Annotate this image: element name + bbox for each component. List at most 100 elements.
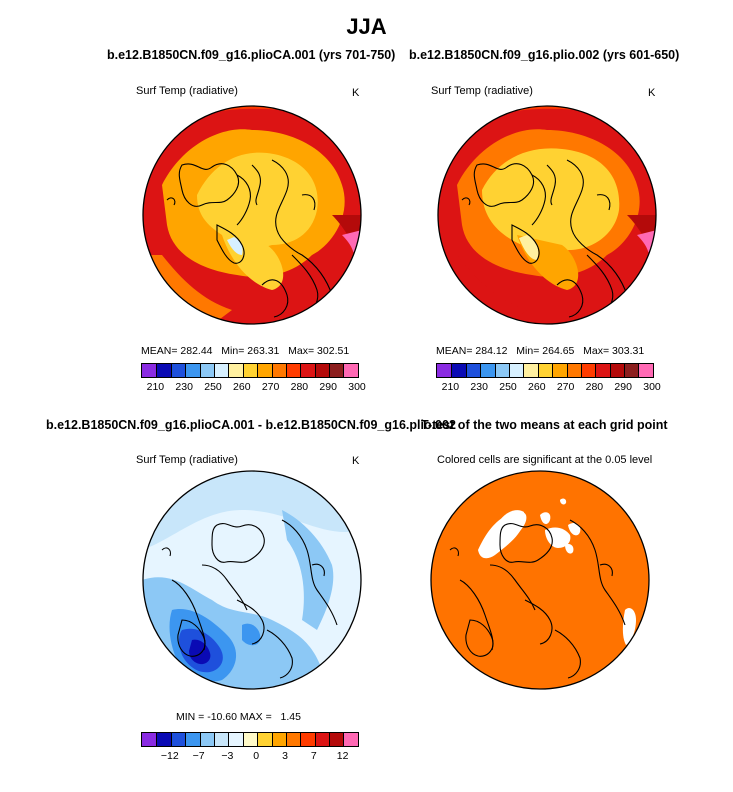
colorbar-tick-label: 3 [282,750,288,762]
panel-1-mean: 282.44 [180,345,213,357]
panel-2-max: 303.31 [612,345,645,357]
panel-1-title: b.e12.B1850CN.f09_g16.plioCA.001 (yrs 70… [107,48,396,62]
colorbar-tick-label: 280 [585,381,604,393]
colorbar-box [480,364,495,377]
colorbar-box [257,733,272,746]
colorbar-box [242,733,258,746]
panel-1-colorbar: 210 230 250 260 270 280 290 300 [141,363,366,393]
colorbar-box [228,733,243,746]
panel-1-polar-map [142,105,362,325]
panel-4-variable: Colored cells are significant at the 0.0… [437,454,653,466]
colorbar-box [170,364,186,377]
colorbar-box [185,733,200,746]
colorbar-boxes [436,363,654,378]
panel-3-variable: Surf Temp (radiative) [136,454,238,466]
colorbar-box [523,364,538,377]
colorbar-box [329,733,344,746]
colorbar-tick-label: 270 [556,381,575,393]
north-band [143,471,361,550]
colorbar-box [170,733,186,746]
greenland-cool-spot [519,235,539,260]
greenland-cold-spot [227,237,243,255]
colorbar-box [300,364,315,377]
panel-2-min: 264.65 [542,345,575,357]
colorbar-tick-label: 12 [336,750,349,762]
colorbar-box [580,364,596,377]
colorbar-box [213,364,229,377]
colorbar-tick-label: −12 [160,750,179,762]
panel-1-max: 302.51 [317,345,350,357]
colorbar-tick-label: 270 [261,381,280,393]
coastlines [161,519,338,679]
colorbar-labels: 210 230 250 260 270 280 290 300 [436,378,661,393]
colorbar-tick-label: 280 [290,381,309,393]
colorbar-box [156,364,171,377]
panel-4-polar-map [430,470,650,690]
panel-3-stats: MIN = -10.60 MAX = 1.45 [176,711,301,723]
colorbar-box [271,364,286,377]
panel-1-units: K [352,87,360,99]
minor-cool-patch [242,623,261,646]
panel-4-title: T-test of the two means at each grid poi… [421,418,668,432]
panel-2-title: b.e12.B1850CN.f09_g16.plio.002 (yrs 601-… [409,48,680,62]
colorbar-boxes [141,732,359,747]
colorbar-tick-label: 260 [528,381,546,393]
colorbar-box [329,364,344,377]
colorbar-tick-label: 210 [441,381,460,393]
colorbar-labels: 210 230 250 260 270 280 290 300 [141,378,366,393]
panel-2-variable: Surf Temp (radiative) [431,85,533,97]
colorbar-tick-label: 300 [643,381,661,393]
colorbar-labels: −12 −7 −3 0 3 7 12 [141,747,359,762]
colorbar-box [314,733,330,746]
panel-3-polar-map [142,470,362,690]
panel-1-variable: Surf Temp (radiative) [136,85,238,97]
colorbar-box [228,364,243,377]
colorbar-box [142,364,157,377]
panel-3-max: 1.45 [280,711,301,723]
colorbar-tick-label: 290 [319,381,337,393]
panel-3-title: b.e12.B1850CN.f09_g16.plioCA.001 - b.e12… [46,418,456,432]
panel-2-polar-map [437,105,657,325]
panel-2-stats: MEAN= 284.12 Min= 264.65 Max= 303.31 [436,345,645,357]
coastlines [461,159,628,318]
colorbar-box [271,733,286,746]
significant-cells [431,471,649,689]
colorbar-tick-label: 210 [146,381,165,393]
colorbar-box [624,364,639,377]
colorbar-box [638,364,653,377]
colorbar-box [242,364,258,377]
panel-1-min: 263.31 [247,345,280,357]
colorbar-tick-label: 230 [470,381,488,393]
panel-3-colorbar: −12 −7 −3 0 3 7 12 [141,732,359,762]
colorbar-tick-label: 7 [310,750,317,762]
colorbar-box [552,364,567,377]
panel-1-stats: MEAN= 282.44 Min= 263.31 Max= 302.51 [141,345,350,357]
non-significant-cells [478,498,636,645]
colorbar-tick-label: −7 [192,750,205,762]
colorbar-box [285,733,301,746]
colorbar-boxes [141,363,359,378]
colorbar-tick-label: −3 [221,750,234,762]
coastlines [449,519,626,679]
panel-2-units: K [648,87,656,99]
colorbar-box [595,364,610,377]
colorbar-box [257,364,272,377]
colorbar-box [199,733,214,746]
colorbar-box [437,364,452,377]
panel-3-units: K [352,455,360,467]
eurasia-cool-band [282,510,334,630]
colorbar-tick-label: 250 [204,381,222,393]
colorbar-box [300,733,315,746]
colorbar-box [156,733,171,746]
colorbar-box [494,364,509,377]
colorbar-box [343,364,358,377]
colorbar-box [465,364,481,377]
colorbar-tick-label: 0 [253,750,260,762]
colorbar-box [285,364,301,377]
colorbar-tick-label: 260 [233,381,251,393]
panel-2-mean: 284.12 [475,345,508,357]
colorbar-box [609,364,625,377]
panel-3-min: -10.60 [207,711,237,723]
colorbar-box [508,364,524,377]
colorbar-box [199,364,214,377]
